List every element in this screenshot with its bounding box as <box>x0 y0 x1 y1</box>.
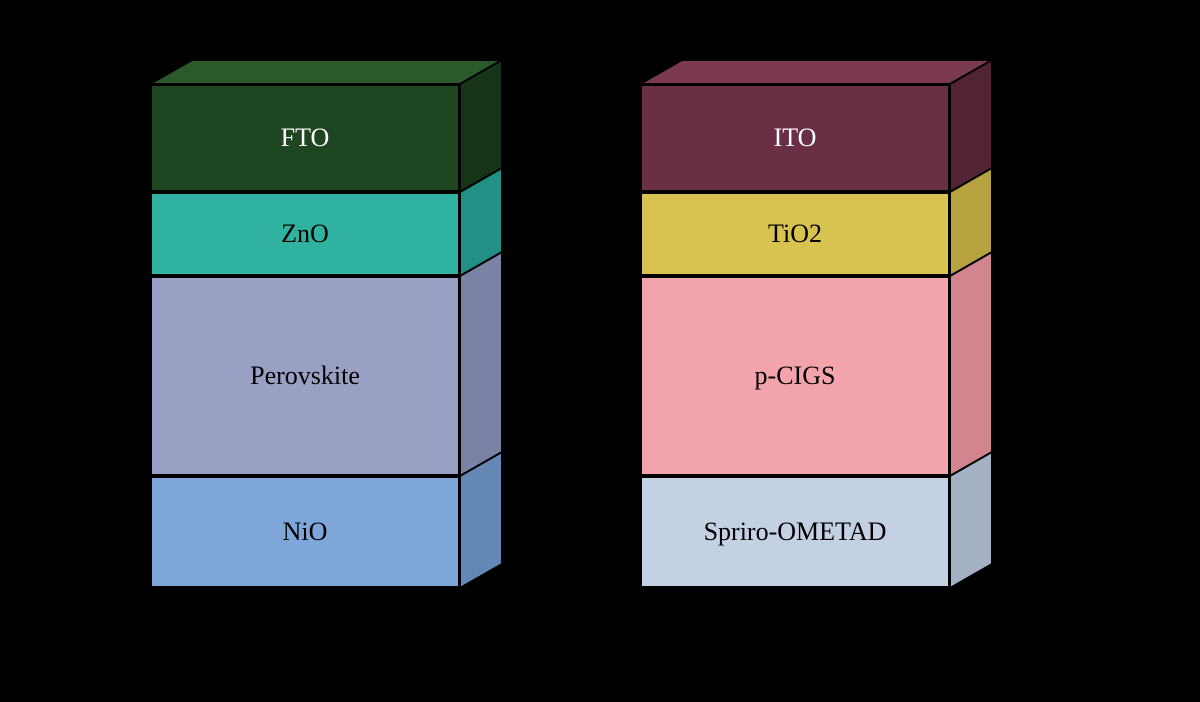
layer-label: p-CIGS <box>755 361 836 391</box>
layer-front: ITO <box>640 84 950 192</box>
layer-front: Spriro-OMETAD <box>640 476 950 588</box>
layer-front: NiO <box>150 476 460 588</box>
layer-front: Perovskite <box>150 276 460 476</box>
layer-front: p-CIGS <box>640 276 950 476</box>
layer-label: NiO <box>283 517 328 547</box>
layer-label: ZnO <box>281 219 329 249</box>
layer-label: TiO2 <box>768 219 822 249</box>
layer: NiO <box>150 476 502 588</box>
layer: TiO2 <box>640 192 992 276</box>
layer-front: FTO <box>150 84 460 192</box>
layer: Perovskite <box>150 276 502 476</box>
layer-front: ZnO <box>150 192 460 276</box>
layer: ZnO <box>150 192 502 276</box>
layer-front: TiO2 <box>640 192 950 276</box>
layer: p-CIGS <box>640 276 992 476</box>
layer: ITO <box>640 84 992 192</box>
layer-label: ITO <box>774 123 817 153</box>
layer: FTO <box>150 84 502 192</box>
layer-label: Spriro-OMETAD <box>704 517 887 547</box>
layer: Spriro-OMETAD <box>640 476 992 588</box>
layer-label: FTO <box>281 123 330 153</box>
layer-label: Perovskite <box>250 361 360 391</box>
